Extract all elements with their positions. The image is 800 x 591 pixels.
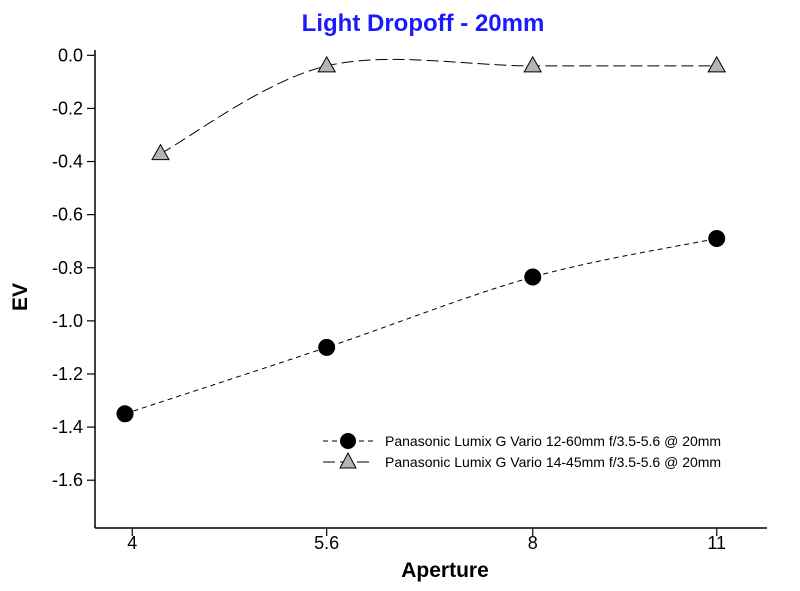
y-tick-label: -0.2 (52, 98, 83, 118)
series-1 (116, 230, 726, 423)
x-tick-label: 11 (707, 533, 726, 553)
legend-marker-series-2 (339, 451, 357, 469)
y-tick-label: -0.6 (52, 205, 83, 225)
legend: Panasonic Lumix G Vario 12-60mm f/3.5-5.… (323, 433, 721, 470)
legend-marker-series-1 (340, 433, 356, 449)
legend-entry-1: Panasonic Lumix G Vario 12-60mm f/3.5-5.… (323, 433, 721, 449)
data-point (151, 143, 170, 161)
series-2 (151, 55, 727, 161)
series-layer (116, 55, 727, 423)
data-point (317, 55, 337, 73)
data-point (708, 230, 726, 248)
data-point (523, 55, 543, 73)
legend-label-series-2: Panasonic Lumix G Vario 14-45mm f/3.5-5.… (385, 454, 721, 470)
y-tick-label: -1.2 (52, 364, 83, 384)
y-tick-label: -1.6 (52, 470, 83, 490)
y-tick-label: -0.8 (52, 258, 83, 278)
y-tick-label: -1.4 (52, 417, 83, 437)
chart-title: Light Dropoff - 20mm (302, 10, 545, 37)
y-axis-label: EV (9, 283, 32, 311)
legend-label-series-1: Panasonic Lumix G Vario 12-60mm f/3.5-5.… (385, 433, 721, 449)
y-tick-label: 0.0 (58, 45, 83, 65)
x-tick-label: 4 (127, 533, 137, 553)
data-point (707, 55, 727, 73)
y-tick-label: -0.4 (52, 152, 83, 172)
x-axis-label: Aperture (401, 559, 489, 582)
axes (94, 50, 767, 529)
series-1-line (124, 238, 717, 415)
data-point (116, 405, 134, 423)
y-tick-label: -1.0 (52, 311, 83, 331)
legend-entry-2: Panasonic Lumix G Vario 14-45mm f/3.5-5.… (323, 451, 721, 470)
x-tick-label: 8 (528, 533, 538, 553)
data-point (524, 268, 542, 286)
series-2-line (160, 58, 717, 155)
x-tick-label: 5.6 (314, 533, 339, 553)
x-ticks: 4 5.6 8 11 (127, 528, 726, 553)
y-ticks: 0.0 -0.2 -0.4 -0.6 -0.8 -1.0 -1.2 -1.4 -1.6 (52, 45, 95, 490)
data-point (318, 338, 336, 356)
